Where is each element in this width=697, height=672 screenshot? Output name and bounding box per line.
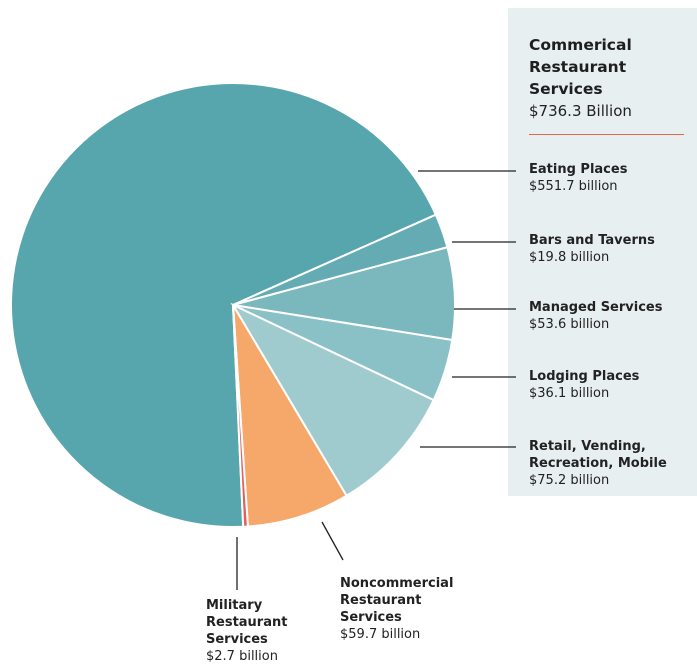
- slice-name: Managed Services: [529, 300, 663, 315]
- slice-name: Bars and Taverns: [529, 233, 655, 248]
- panel-total-value: $736.3 Billion: [529, 102, 632, 120]
- slice-label-noncommercial: Noncommercial Restaurant Services $59.7 …: [340, 575, 485, 643]
- commercial-services-panel: [508, 8, 697, 496]
- pie-slice-military-restaurant-services: [232, 304, 249, 528]
- pie-slice-eating-places: [10, 82, 438, 528]
- slice-name: Eating Places: [529, 162, 628, 177]
- slice-label-managed-services: Managed Services $53.6 billion: [529, 299, 662, 333]
- slice-name: Military Restaurant Services: [206, 598, 288, 647]
- slice-value: $59.7 billion: [340, 627, 421, 642]
- slice-name: Noncommercial Restaurant Services: [340, 576, 454, 625]
- slice-name: Retail, Vending, Recreation, Mobile: [529, 439, 667, 471]
- panel-header: Commerical Restaurant Services $736.3 Bi…: [529, 34, 689, 122]
- slice-value: $75.2 billion: [529, 473, 610, 488]
- slice-name: Lodging Places: [529, 369, 640, 384]
- panel-title: Commerical Restaurant Services: [529, 36, 632, 98]
- slice-label-bars-and-taverns: Bars and Taverns $19.8 billion: [529, 232, 655, 266]
- slice-label-lodging-places: Lodging Places $36.1 billion: [529, 368, 639, 402]
- panel-divider: [529, 134, 684, 135]
- slice-value: $19.8 billion: [529, 250, 610, 265]
- slice-label-military: Military Restaurant Services $2.7 billio…: [206, 597, 321, 665]
- slice-value: $53.6 billion: [529, 317, 610, 332]
- slice-value: $36.1 billion: [529, 386, 610, 401]
- slice-label-eating-places: Eating Places $551.7 billion: [529, 161, 627, 195]
- slice-value: $551.7 billion: [529, 179, 618, 194]
- pie-slice-retail-vending-recreation-mobile: [230, 302, 435, 498]
- leader-line: [321, 521, 344, 561]
- slice-label-retail-vending: Retail, Vending, Recreation, Mobile $75.…: [529, 438, 694, 489]
- slice-value: $2.7 billion: [206, 649, 278, 664]
- pie-slice-noncommercial-restaurant-services: [232, 304, 348, 528]
